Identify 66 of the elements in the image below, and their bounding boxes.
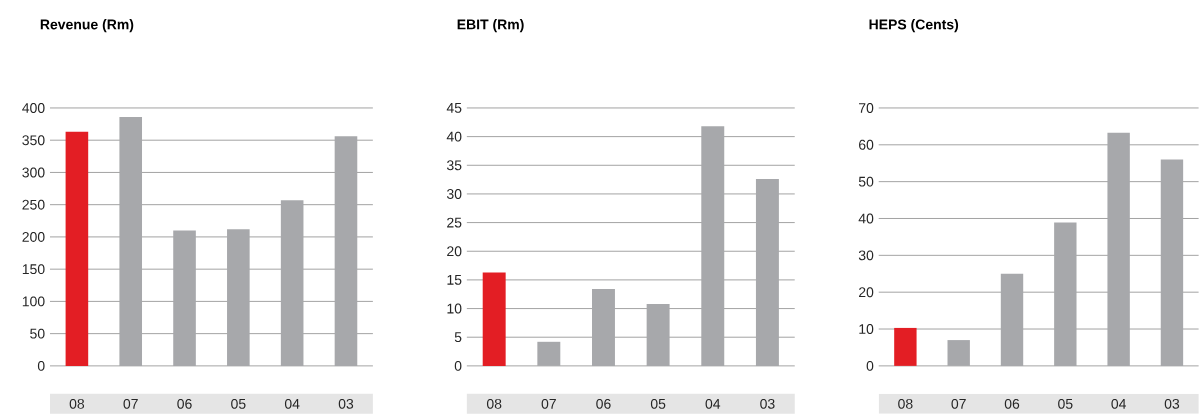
y-tick-label: 300 [22, 167, 45, 178]
y-tick-label: 10 [859, 324, 874, 335]
y-tick-label: 15 [447, 275, 462, 285]
bar [173, 230, 196, 366]
y-tick-label: 0 [454, 360, 462, 371]
y-tick-label: 20 [447, 246, 462, 257]
x-tick-label: 08 [69, 398, 85, 409]
y-tick-label: 10 [447, 303, 462, 314]
y-tick-label: 250 [22, 199, 45, 210]
x-tick-label: 07 [123, 398, 138, 409]
y-tick-label: 50 [858, 176, 874, 187]
y-tick-label: 40 [446, 131, 462, 142]
y-tick-label: 0 [866, 360, 874, 371]
bar [1000, 273, 1024, 366]
bar [701, 126, 725, 366]
y-tick-label: 0 [37, 360, 45, 371]
y-tick-label: 20 [858, 287, 874, 298]
chart-title: Revenue (Rm) [40, 19, 134, 33]
x-tick-label: 08 [486, 398, 502, 409]
x-tick-label: 07 [951, 398, 966, 409]
y-tick-label: 40 [858, 213, 874, 224]
x-tick-label: 07 [541, 398, 556, 409]
bar [334, 136, 358, 366]
bar [280, 200, 304, 366]
bar [755, 179, 779, 366]
y-tick-label: 200 [22, 232, 45, 242]
bar [1160, 159, 1184, 366]
x-tick-label: 03 [338, 398, 354, 409]
bar [1054, 222, 1077, 366]
y-tick-label: 50 [30, 328, 45, 339]
y-tick-label: 35 [446, 160, 462, 171]
bar [646, 304, 670, 366]
bar [1107, 132, 1130, 366]
bar [119, 117, 143, 366]
x-tick-label: 03 [760, 398, 775, 409]
y-tick-label: 5 [454, 332, 462, 343]
y-tick-label: 150 [22, 264, 45, 275]
x-tick-label: 06 [1004, 398, 1020, 409]
x-tick-label: 06 [596, 398, 611, 409]
bar [947, 340, 970, 366]
bar [592, 289, 615, 366]
bar [537, 341, 561, 366]
x-tick-label: 04 [284, 398, 300, 409]
bar [894, 327, 917, 366]
x-tick-label: 05 [1058, 398, 1073, 409]
y-tick-label: 30 [446, 189, 462, 199]
bar [65, 131, 89, 366]
x-tick-label: 03 [1164, 398, 1180, 409]
x-tick-label: 05 [231, 398, 246, 409]
y-tick-label: 70 [859, 103, 874, 113]
y-tick-label: 350 [22, 135, 45, 146]
x-tick-label: 06 [177, 398, 192, 409]
chart-title: HEPS (Cents) [869, 19, 959, 33]
x-tick-label: 08 [898, 398, 913, 409]
y-tick-label: 100 [22, 296, 45, 307]
bar [482, 272, 506, 366]
chart-title: EBIT (Rm) [457, 19, 524, 33]
x-tick-label: 05 [650, 398, 666, 409]
y-tick-label: 25 [447, 217, 462, 228]
y-tick-label: 400 [22, 103, 45, 113]
bar [227, 229, 250, 366]
x-tick-label: 04 [1111, 398, 1127, 409]
y-tick-label: 60 [859, 139, 874, 150]
x-tick-label: 04 [705, 398, 721, 409]
y-tick-label: 30 [858, 250, 874, 261]
y-tick-label: 45 [446, 103, 462, 113]
